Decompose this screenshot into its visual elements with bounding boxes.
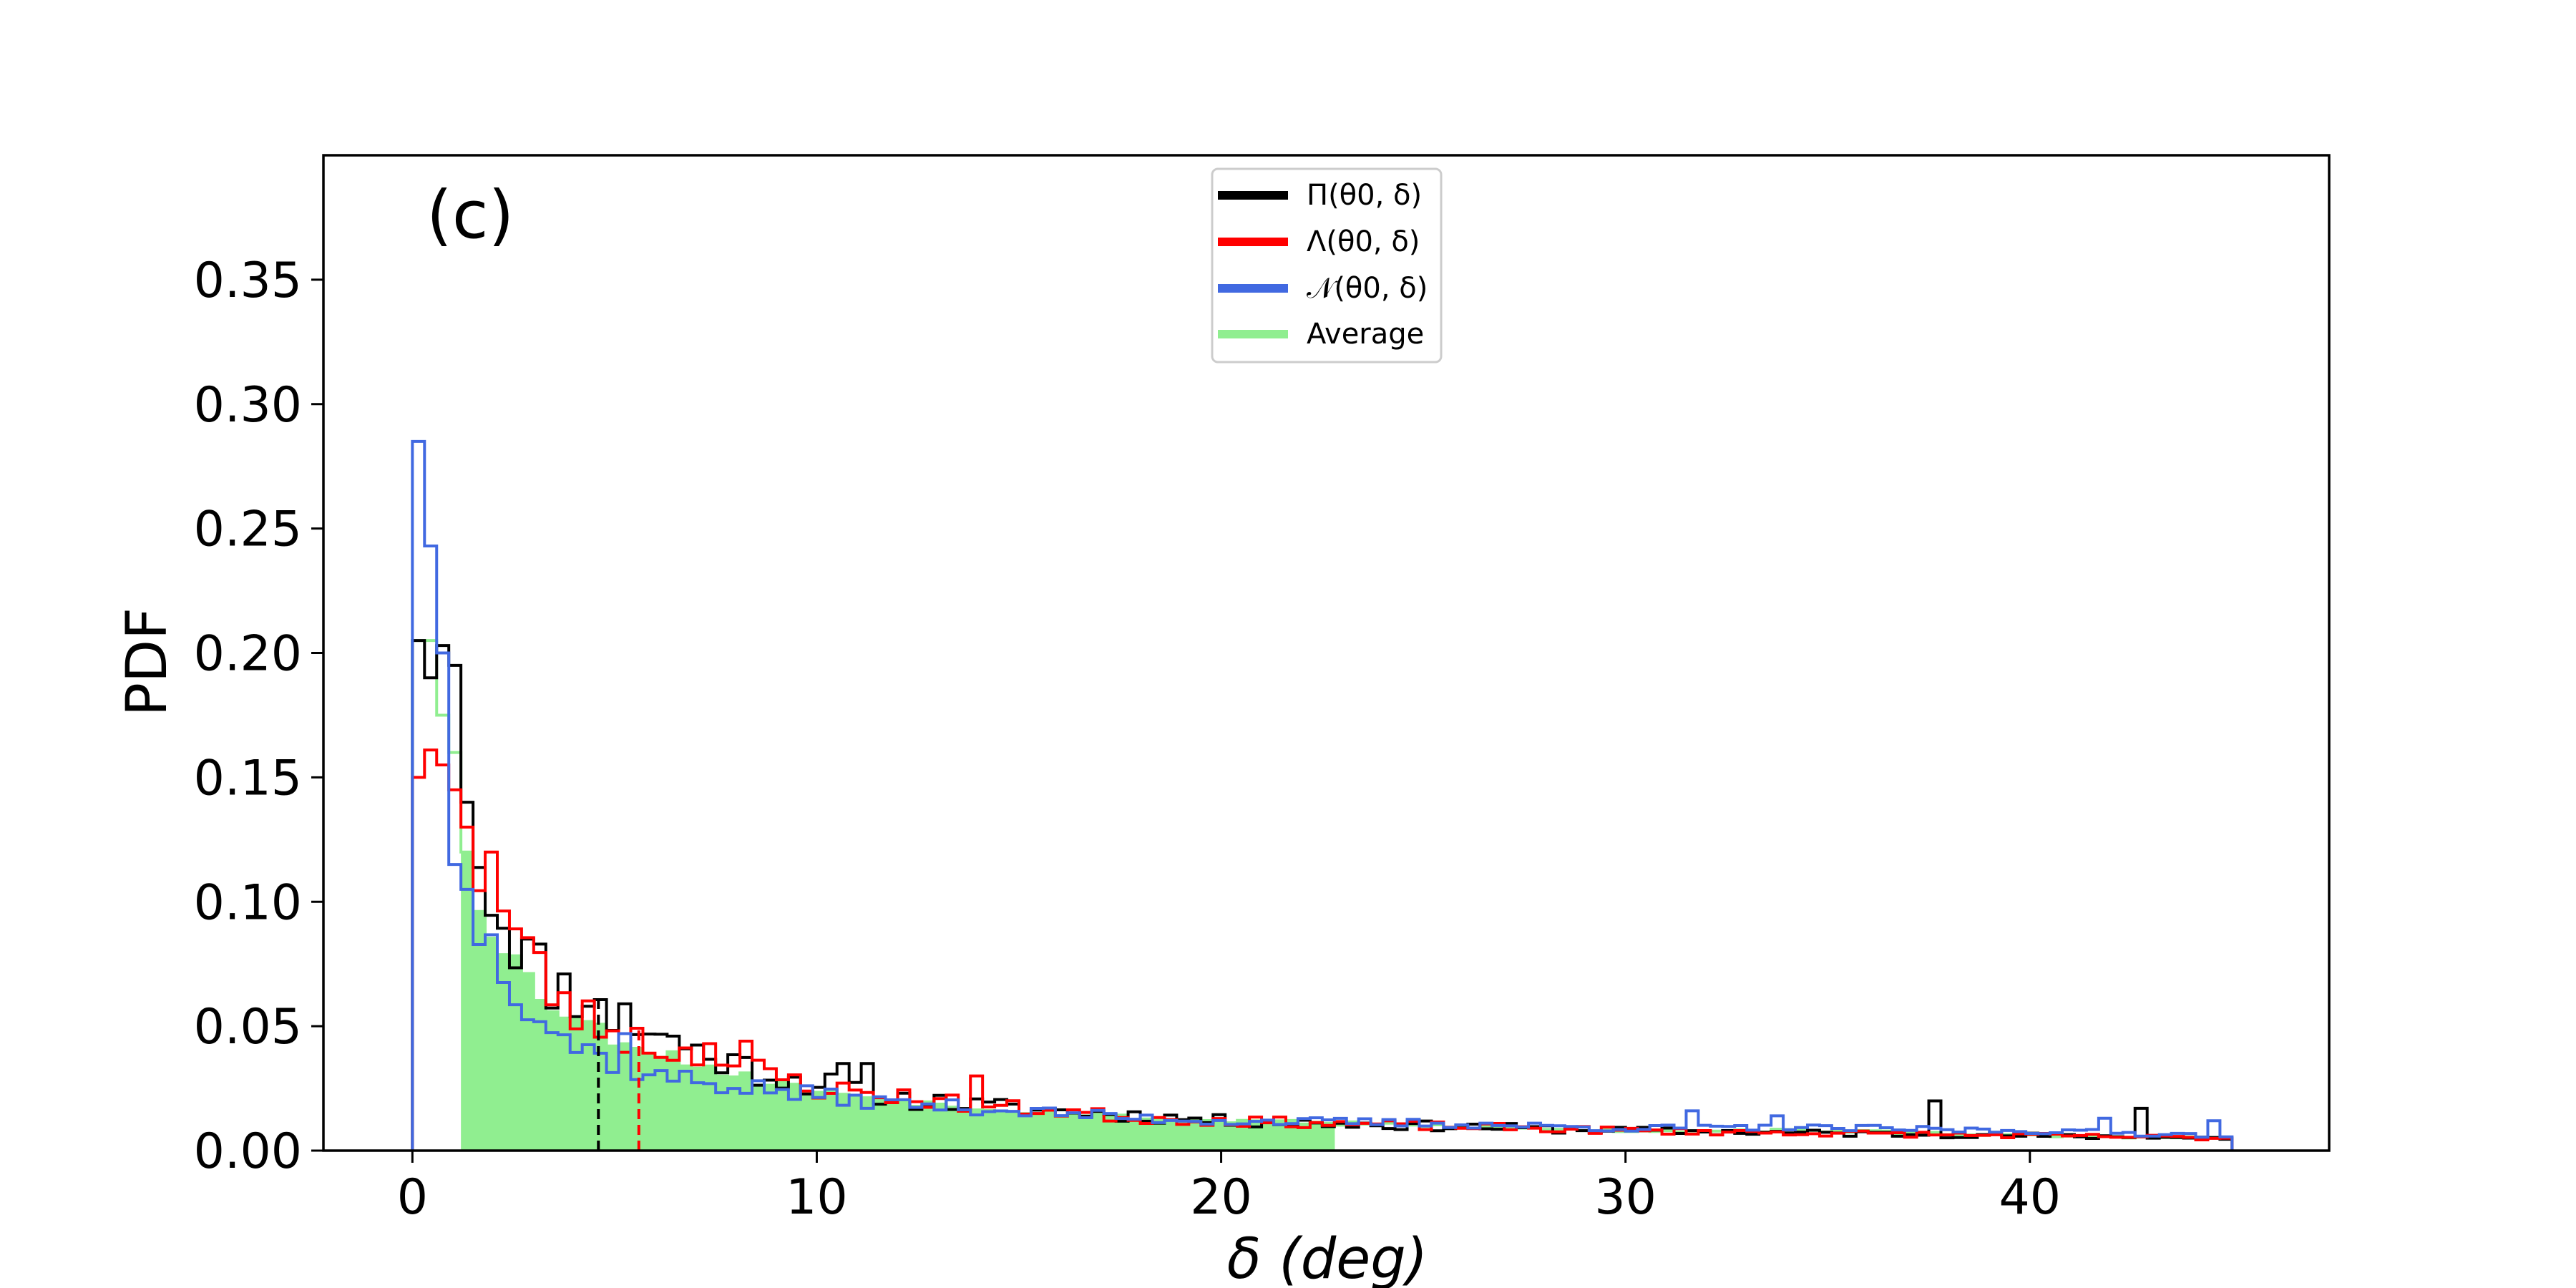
average-bar (788, 1084, 801, 1151)
average-bar (1322, 1123, 1335, 1151)
average-bar (1201, 1120, 1214, 1151)
y-tick-label: 0.25 (194, 502, 302, 558)
average-bar (922, 1101, 935, 1151)
legend-label-pi: Π(θ0, δ) (1307, 179, 1422, 212)
average-bar (1152, 1118, 1166, 1151)
average-bar (763, 1085, 777, 1151)
legend-label-average: Average (1307, 318, 1424, 351)
average-bar (473, 911, 486, 1151)
y-axis-title: PDF (115, 608, 180, 716)
average-bar (1189, 1118, 1201, 1151)
average-bar (1237, 1120, 1250, 1151)
average-bar (618, 1043, 632, 1151)
average-bar (1067, 1115, 1080, 1151)
y-tick-label: 0.05 (194, 999, 302, 1055)
average-bar (461, 852, 474, 1151)
average-bar (545, 1012, 559, 1151)
x-axis-title-text: δ (deg) (1227, 1227, 1428, 1288)
average-bar (909, 1106, 922, 1151)
legend: Π(θ0, δ) Λ(θ0, δ) 𝒩(θ0, δ) Average (1211, 167, 1443, 364)
average-bar (570, 1018, 583, 1151)
average-bar (740, 1073, 753, 1151)
y-tick-label: 0.30 (194, 377, 302, 434)
y-tick-label: 0.10 (194, 874, 302, 931)
average-bar (1213, 1121, 1226, 1151)
average-bar (521, 973, 535, 1151)
average-bar (728, 1076, 741, 1151)
average-bar (1091, 1114, 1105, 1151)
average-bar (533, 1000, 547, 1151)
legend-frame (1211, 167, 1443, 364)
series-lambda-step (411, 748, 2234, 1151)
average-bar (1309, 1122, 1323, 1151)
x-tick-label: 40 (1999, 1169, 2062, 1226)
series-n-step (411, 439, 2234, 1151)
average-bar (1116, 1115, 1129, 1151)
y-tick-label: 0.35 (194, 253, 302, 309)
average-bar (1007, 1113, 1020, 1151)
average-bar (861, 1098, 874, 1151)
average-bar (970, 1110, 983, 1151)
axes: 0 10 20 30 40 0.00 0.05 0.10 0.15 0.20 0.25 0.30 0.3… (194, 154, 2331, 1226)
average-bar (1176, 1121, 1189, 1151)
average-bar (655, 1057, 668, 1151)
x-tick-label: 20 (1190, 1169, 1252, 1226)
average-bar (643, 1055, 655, 1151)
average-bar (885, 1103, 899, 1151)
average-bar (497, 955, 510, 1151)
average-bar (691, 1068, 704, 1151)
average-bar (582, 1021, 595, 1151)
average-bar (679, 1065, 692, 1151)
average-bar (1262, 1123, 1274, 1151)
legend-label-n: 𝒩(θ0, δ) (1307, 272, 1428, 305)
average-bar (1225, 1123, 1238, 1151)
average-bar (897, 1101, 911, 1151)
legend-label-lambda: Λ(θ0, δ) (1307, 225, 1420, 258)
average-bar (934, 1103, 947, 1151)
average-bar (703, 1065, 716, 1151)
average-bar (1055, 1116, 1068, 1151)
average-bar (1079, 1116, 1093, 1151)
x-tick-label: 30 (1594, 1169, 1657, 1226)
average-bar (1043, 1111, 1056, 1151)
y-tick-label: 0.15 (194, 750, 302, 806)
average-bar (752, 1085, 765, 1151)
average-bar (946, 1107, 959, 1151)
average-bar (667, 1051, 680, 1151)
average-bar (1030, 1114, 1044, 1151)
y-tick-label: 0.00 (194, 1123, 302, 1180)
y-tick-label: 0.20 (194, 626, 302, 683)
average-bar (1103, 1116, 1117, 1151)
average-bar (509, 955, 522, 1151)
average-bar (1128, 1120, 1141, 1151)
average-bar (630, 1048, 644, 1151)
average-bar (995, 1111, 1008, 1151)
average-bar (606, 1045, 620, 1151)
average-bar (1249, 1121, 1262, 1151)
x-axis-title: δ (deg) (1227, 1227, 1428, 1288)
average-bar (982, 1111, 995, 1151)
average-bar (958, 1110, 971, 1151)
average-bar (1140, 1118, 1153, 1151)
average-bar (485, 938, 498, 1151)
average-bar (594, 1024, 608, 1151)
panel-label: (c) (426, 177, 514, 253)
average-bar (1019, 1113, 1032, 1151)
average-bar (557, 1018, 571, 1151)
x-tick-label: 0 (397, 1169, 428, 1226)
average-bar (1297, 1123, 1311, 1151)
average-bar (836, 1094, 850, 1151)
average-bar (873, 1098, 887, 1151)
average-bar (776, 1082, 789, 1151)
x-tick-label: 10 (786, 1169, 848, 1226)
average-bar (849, 1098, 862, 1151)
average-bar (1274, 1121, 1287, 1151)
average-bar (1164, 1119, 1178, 1151)
average-bar (812, 1092, 826, 1151)
plot-area (411, 439, 2234, 1151)
average-bar (800, 1091, 814, 1151)
average-bar (824, 1089, 838, 1151)
average-bar (716, 1075, 728, 1151)
